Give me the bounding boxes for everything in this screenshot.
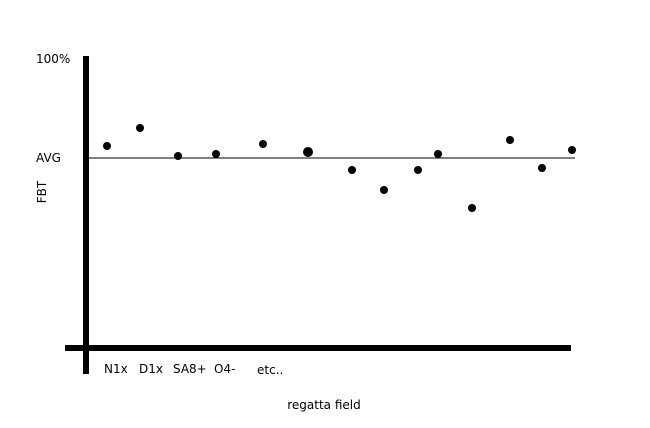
data-point-14 bbox=[568, 146, 576, 154]
avg-label: AVG bbox=[36, 151, 61, 165]
data-point-13 bbox=[538, 164, 546, 172]
x-axis-title: regatta field bbox=[287, 398, 361, 412]
x-tick-label-sa8: SA8+ bbox=[173, 362, 207, 376]
data-point-4 bbox=[212, 150, 220, 158]
x-tick-label-etc: etc.. bbox=[257, 363, 283, 377]
data-point-3 bbox=[174, 152, 182, 160]
x-tick-label-n1x: N1x bbox=[104, 362, 128, 376]
data-point-10 bbox=[434, 150, 442, 158]
data-point-12 bbox=[506, 136, 514, 144]
y-axis-title: FBT bbox=[35, 180, 49, 203]
data-point-5 bbox=[259, 140, 267, 148]
data-point-9 bbox=[414, 166, 422, 174]
x-tick-label-d1x: D1x bbox=[139, 362, 163, 376]
y-top-label: 100% bbox=[36, 52, 70, 66]
x-tick-label-o4: O4- bbox=[214, 362, 235, 376]
data-point-7 bbox=[348, 166, 356, 174]
data-point-11 bbox=[468, 204, 476, 212]
x-axis-line bbox=[65, 345, 571, 351]
data-point-1 bbox=[103, 142, 111, 150]
y-axis-line bbox=[83, 56, 89, 374]
data-point-6 bbox=[303, 147, 313, 157]
data-points-group bbox=[103, 124, 576, 212]
data-point-8 bbox=[380, 186, 388, 194]
data-point-2 bbox=[136, 124, 144, 132]
